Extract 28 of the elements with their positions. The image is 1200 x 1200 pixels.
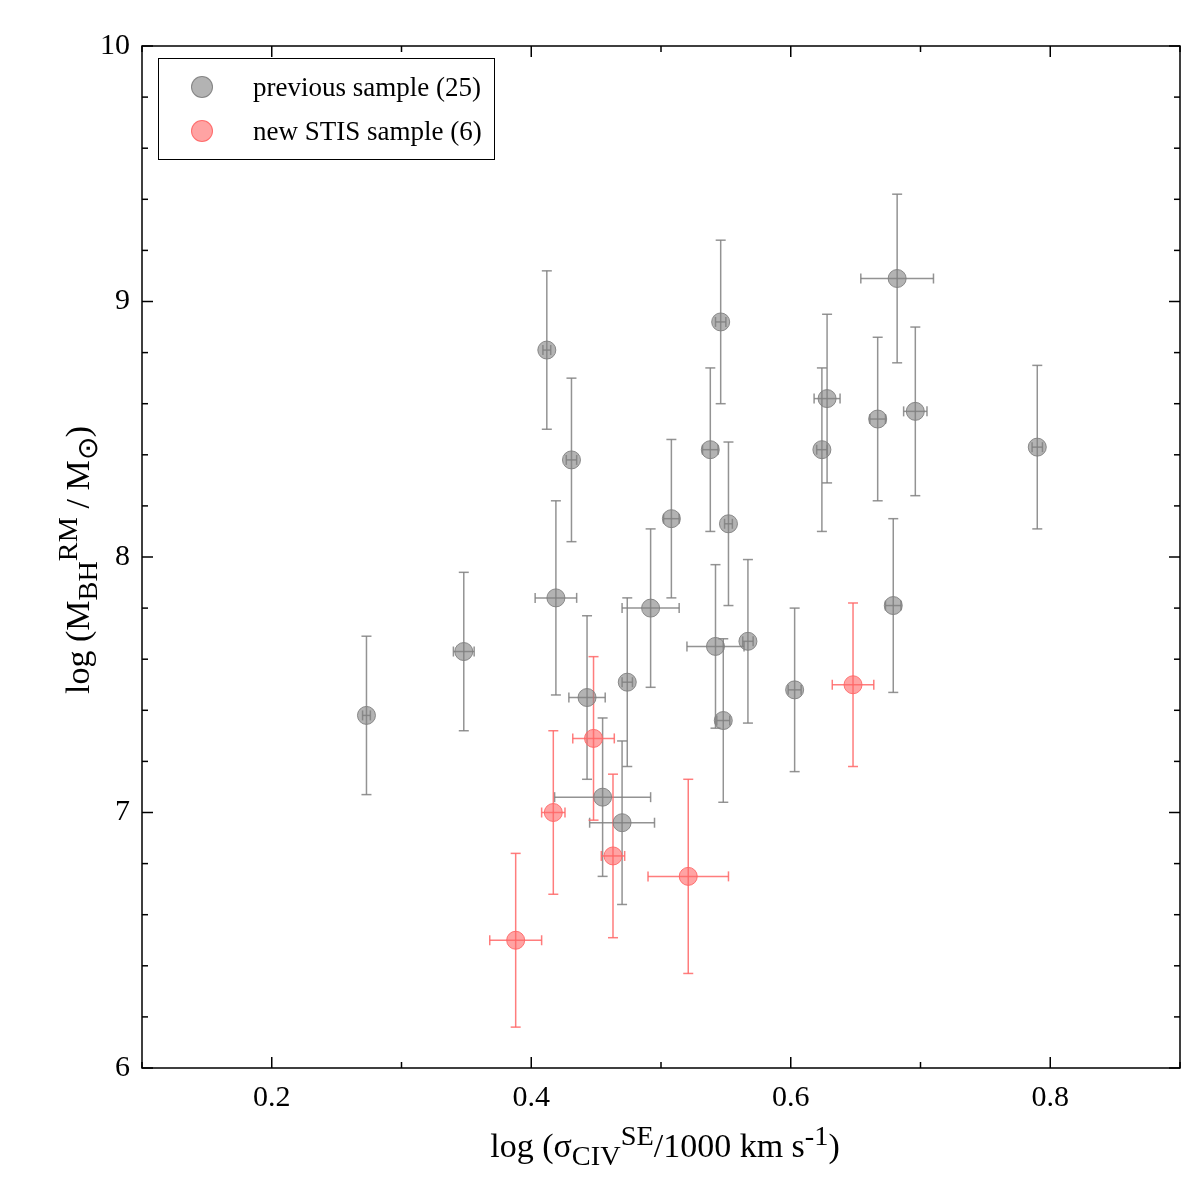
- point: [593, 787, 613, 807]
- x-axis-title: log (σ$_{CIV}$$^{SE}$/1000 km s$^{-1}$): [489, 1120, 841, 1173]
- y-tick-label: 10: [100, 26, 130, 60]
- y-tick-label: 6: [115, 1048, 130, 1082]
- point: [641, 598, 661, 618]
- x-tick-label: 0.6: [772, 1078, 810, 1112]
- legend-label: previous sample (25): [253, 71, 481, 103]
- point: [843, 675, 863, 695]
- x-tick-label: 0.4: [512, 1078, 550, 1112]
- point: [506, 930, 526, 950]
- point: [612, 813, 632, 833]
- point: [718, 514, 738, 534]
- y-tick-label: 7: [115, 793, 130, 827]
- legend-label: new STIS sample (6): [253, 115, 482, 147]
- point: [817, 389, 837, 409]
- point: [546, 588, 566, 608]
- y-tick-label: 8: [115, 537, 130, 571]
- point: [577, 688, 597, 708]
- x-tick-label: 0.8: [1031, 1078, 1069, 1112]
- point: [537, 340, 557, 360]
- y-tick-label: 9: [115, 282, 130, 316]
- point: [887, 269, 907, 289]
- point: [706, 636, 725, 656]
- point: [584, 728, 604, 748]
- x-tick-label: 0.2: [253, 1078, 291, 1112]
- point: [356, 705, 376, 725]
- point: [678, 866, 698, 886]
- point: [603, 846, 623, 866]
